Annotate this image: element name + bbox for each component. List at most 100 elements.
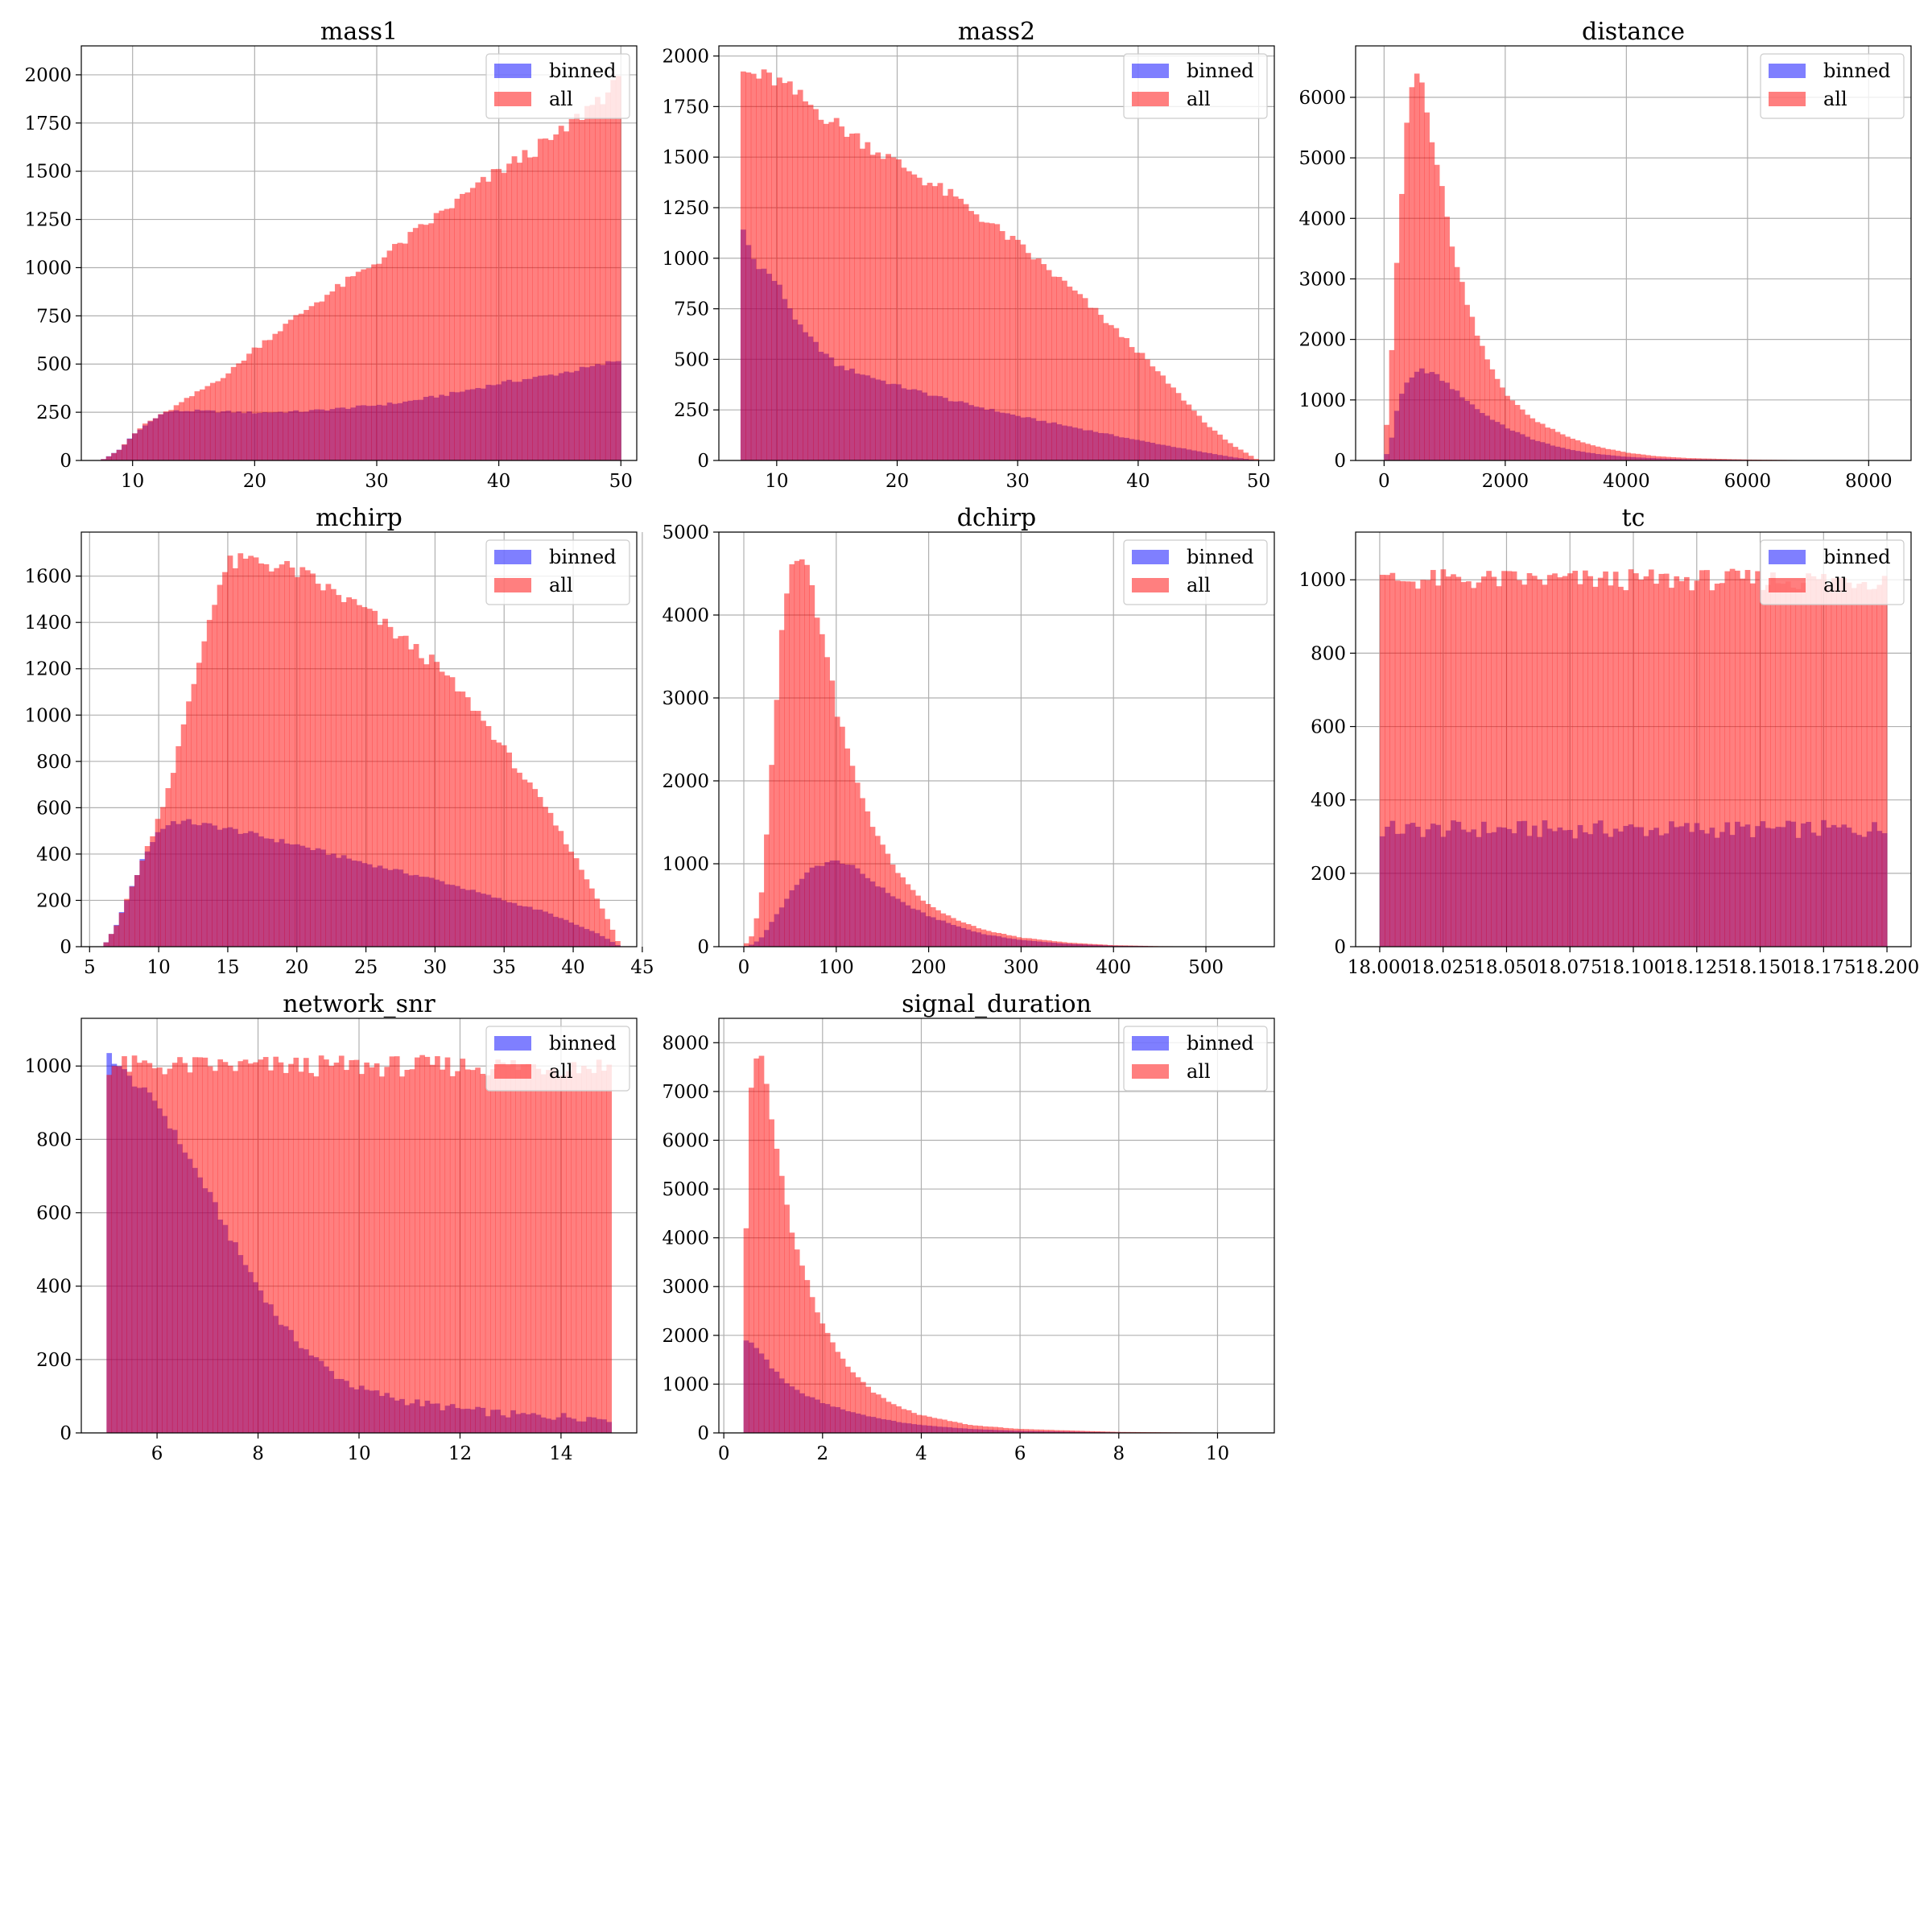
bar-all — [952, 1422, 958, 1433]
bar-all — [374, 1063, 380, 1433]
bar-all — [1663, 573, 1670, 947]
bar-all — [1212, 430, 1218, 460]
bar-all — [1191, 411, 1197, 460]
bar-all — [890, 157, 897, 460]
legend-swatch-binned — [1132, 1036, 1169, 1051]
bar-all — [399, 1076, 405, 1433]
bar-all — [318, 1055, 324, 1433]
x-tick-label: 18.000 — [1348, 957, 1412, 978]
legend-swatch-binned — [494, 64, 531, 78]
y-tick-label: 1750 — [24, 114, 72, 134]
bar-all — [1108, 324, 1114, 460]
bar-all — [591, 1072, 597, 1433]
bar-all — [355, 271, 361, 460]
bar-all — [771, 85, 778, 460]
legend-label-all: all — [1187, 574, 1211, 597]
bar-all — [1118, 336, 1125, 460]
bar-all — [1008, 1428, 1013, 1433]
bar-all — [1379, 575, 1385, 947]
bar-all — [204, 386, 211, 460]
bar-all — [804, 1280, 811, 1433]
bar-all — [794, 560, 800, 947]
bar-all — [1051, 941, 1058, 947]
bar-all — [615, 76, 621, 460]
bar-all — [1653, 584, 1659, 947]
bar-all — [579, 120, 585, 460]
bar-all — [173, 405, 180, 460]
bar-all — [1585, 444, 1591, 460]
bar-all — [209, 382, 216, 460]
bar-all — [1439, 186, 1445, 460]
bar-all — [1531, 576, 1538, 947]
bar-all — [361, 269, 367, 460]
bar-all — [1680, 457, 1686, 460]
bar-all — [834, 716, 840, 947]
bar-all — [1154, 371, 1161, 460]
bar-all — [835, 1352, 841, 1433]
bar-all — [833, 118, 840, 460]
bar-all — [982, 1426, 989, 1433]
bar-all — [778, 630, 785, 947]
bar-all — [1537, 579, 1542, 947]
chart-title: mass2 — [958, 18, 1035, 46]
bar-all — [1088, 308, 1093, 460]
bar-all — [246, 353, 253, 460]
bar-all — [854, 133, 861, 460]
y-tick-label: 0 — [1334, 451, 1346, 472]
x-tick-label: 8 — [252, 1443, 264, 1464]
bar-all — [540, 1074, 547, 1433]
bar-all — [187, 1072, 193, 1433]
bar-all — [920, 900, 927, 947]
legend: binned all — [485, 539, 630, 605]
bar-all — [1539, 423, 1546, 460]
x-tick-label: 6 — [151, 1443, 163, 1464]
bar-all — [129, 886, 135, 947]
bar-all — [976, 928, 982, 947]
chart-title: mass1 — [320, 18, 398, 46]
legend-label-all: all — [1823, 574, 1847, 597]
bar-all — [338, 1055, 345, 1433]
bar-all — [865, 1386, 871, 1433]
x-tick-label: 10 — [147, 957, 170, 978]
series-all — [740, 69, 1259, 461]
y-tick-label: 1000 — [1298, 570, 1346, 591]
bar-all — [1076, 943, 1083, 947]
bar-all — [137, 428, 143, 460]
bar-all — [553, 134, 559, 461]
bar-all — [956, 920, 961, 947]
bar-all — [501, 172, 507, 460]
bar-all — [139, 861, 146, 947]
bar-all — [1491, 576, 1497, 947]
bar-all — [1861, 582, 1868, 947]
bar-all — [215, 381, 221, 460]
x-tick-label: 4 — [915, 1443, 927, 1464]
bar-all — [1770, 572, 1776, 947]
bar-all — [237, 1061, 244, 1433]
bar-all — [991, 932, 997, 947]
bar-all — [1150, 366, 1156, 460]
bar-all — [1755, 571, 1761, 947]
bar-all — [111, 452, 118, 460]
bar-all — [444, 675, 450, 947]
bar-all — [397, 242, 403, 460]
bar-all — [460, 1059, 466, 1433]
bar-all — [429, 1064, 436, 1433]
bar-all — [1780, 584, 1786, 947]
bar-all — [237, 553, 244, 947]
bar-all — [1013, 1428, 1019, 1433]
bar-all — [537, 797, 543, 947]
y-tick-label: 800 — [1311, 643, 1346, 664]
bar-all — [1393, 262, 1400, 460]
bar-all — [937, 183, 943, 460]
bar-all — [1765, 584, 1771, 947]
bar-all — [1455, 576, 1462, 947]
bar-all — [910, 890, 916, 947]
x-tick-label: 20 — [243, 471, 266, 492]
bar-all — [230, 366, 237, 460]
bar-all — [1102, 944, 1108, 947]
bar-all — [1227, 443, 1233, 460]
legend: binned all — [1760, 539, 1905, 605]
bar-all — [1790, 587, 1797, 947]
bar-all — [1009, 236, 1016, 460]
bar-all — [111, 1066, 118, 1433]
